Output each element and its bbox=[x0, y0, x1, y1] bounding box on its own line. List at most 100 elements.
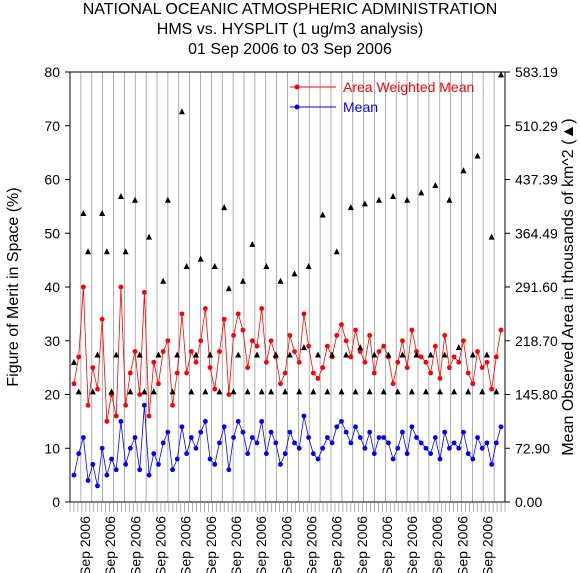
observed-area-marker bbox=[160, 277, 167, 284]
area-weighted-point bbox=[76, 354, 82, 360]
y2-tick-label: 72.90 bbox=[515, 440, 550, 456]
legend-label-area-weighted: Area Weighted Mean bbox=[343, 79, 474, 95]
mean-point bbox=[498, 424, 504, 430]
area-weighted-point bbox=[339, 322, 344, 328]
mean-point bbox=[367, 429, 373, 435]
mean-point bbox=[371, 451, 377, 457]
mean-point bbox=[160, 440, 166, 446]
area-weighted-point bbox=[423, 359, 429, 365]
observed-area-marker bbox=[127, 388, 134, 395]
observed-area-marker bbox=[71, 358, 77, 365]
area-weighted-point bbox=[263, 359, 269, 365]
area-weighted-point bbox=[123, 402, 129, 408]
observed-area-marker bbox=[418, 189, 425, 196]
area-weighted-point bbox=[170, 402, 175, 408]
y-tick-label: 50 bbox=[44, 225, 60, 241]
observed-area-marker bbox=[164, 196, 171, 203]
observed-area-marker bbox=[422, 388, 429, 395]
mean-point bbox=[292, 440, 297, 446]
area-weighted-point bbox=[362, 359, 368, 365]
x-grid-lines bbox=[80, 72, 495, 502]
chart-subtitle: HMS vs. HYSPLIT (1 ug/m3 analysis) bbox=[157, 21, 423, 38]
observed-area-marker bbox=[460, 167, 467, 174]
mean-point bbox=[109, 456, 114, 462]
x-tick-label: Sep 2006 bbox=[77, 516, 93, 573]
y-tick-label: 10 bbox=[44, 440, 60, 456]
series-area-weighted-mean bbox=[71, 284, 504, 424]
mean-point bbox=[249, 435, 255, 440]
observed-area-marker bbox=[498, 71, 504, 78]
mean-point bbox=[353, 424, 358, 430]
legend: Area Weighted Mean Mean bbox=[290, 79, 474, 115]
area-weighted-point bbox=[306, 343, 312, 349]
area-weighted-point bbox=[414, 349, 419, 354]
observed-area-marker bbox=[357, 344, 364, 351]
observed-area-marker bbox=[183, 263, 190, 270]
area-weighted-point bbox=[179, 311, 185, 317]
observed-area-marker bbox=[352, 388, 359, 395]
mean-point bbox=[118, 418, 124, 424]
mean-point bbox=[385, 440, 391, 446]
mean-point bbox=[320, 445, 326, 451]
area-weighted-point bbox=[137, 392, 143, 397]
mean-point bbox=[85, 478, 91, 483]
observed-area-marker bbox=[254, 351, 260, 358]
observed-area-marker bbox=[394, 388, 401, 395]
x-tick-label: Sep 2006 bbox=[178, 516, 194, 573]
observed-area-marker bbox=[390, 193, 397, 200]
y2-axis-ticks: 0.00 72.90 145.80 218.70 291.60 364.49 437.39 5… bbox=[505, 64, 558, 510]
observed-area-marker bbox=[347, 204, 354, 211]
observed-area-marker bbox=[465, 388, 472, 395]
area-weighted-point bbox=[226, 392, 232, 397]
area-weighted-point bbox=[268, 338, 274, 344]
observed-area-marker bbox=[446, 196, 453, 203]
observed-area-marker bbox=[413, 351, 420, 358]
observed-area-marker bbox=[455, 344, 462, 351]
area-weighted-point bbox=[141, 289, 147, 295]
observed-area-marker bbox=[479, 388, 486, 395]
observed-area-marker bbox=[141, 388, 148, 395]
y-tick-label: 30 bbox=[44, 333, 60, 349]
area-weighted-point bbox=[151, 359, 157, 365]
mean-point bbox=[334, 424, 340, 430]
observed-area-marker bbox=[230, 388, 237, 395]
observed-area-marker bbox=[80, 209, 87, 216]
area-weighted-point bbox=[451, 354, 457, 360]
mean-point bbox=[202, 418, 208, 424]
mean-point bbox=[324, 435, 330, 440]
area-weighted-point bbox=[198, 338, 204, 344]
observed-area-marker bbox=[300, 344, 307, 351]
mean-point bbox=[437, 456, 443, 462]
area-weighted-point bbox=[245, 365, 251, 371]
observed-area-marker bbox=[249, 240, 256, 247]
observed-area-marker bbox=[282, 388, 289, 395]
observed-area-marker bbox=[380, 388, 387, 395]
y-tick-label: 0 bbox=[52, 494, 60, 510]
observed-area-marker bbox=[371, 351, 378, 358]
mean-point bbox=[414, 435, 419, 440]
mean-point bbox=[123, 461, 129, 467]
observed-area-marker bbox=[150, 388, 157, 395]
observed-area-marker bbox=[404, 196, 411, 203]
mean-point bbox=[76, 451, 82, 457]
x-tick-label: Sep 2006 bbox=[404, 516, 420, 573]
observed-area-marker bbox=[277, 277, 284, 284]
observed-area-marker bbox=[286, 351, 293, 358]
observed-area-marker bbox=[117, 193, 124, 200]
y-tick-label: 70 bbox=[44, 118, 60, 134]
observed-area-marker bbox=[108, 388, 115, 395]
area-weighted-point bbox=[217, 349, 222, 354]
area-weighted-point bbox=[334, 332, 340, 338]
x-axis-ticks: Sep 2006 Sep 2006 Sep 2006 Sep 2006 Sep 2006… bbox=[69, 502, 506, 573]
observed-area-marker bbox=[75, 388, 82, 395]
area-weighted-point bbox=[231, 332, 236, 338]
x-tick-label: Sep 2006 bbox=[329, 516, 345, 573]
area-weighted-point bbox=[240, 327, 246, 333]
legend-label-mean: Mean bbox=[343, 99, 378, 115]
area-weighted-point bbox=[254, 343, 260, 349]
area-weighted-point bbox=[475, 349, 480, 354]
area-weighted-point bbox=[71, 381, 77, 387]
mean-point bbox=[479, 445, 485, 451]
area-weighted-point bbox=[287, 332, 293, 338]
observed-area-marker bbox=[493, 388, 500, 395]
